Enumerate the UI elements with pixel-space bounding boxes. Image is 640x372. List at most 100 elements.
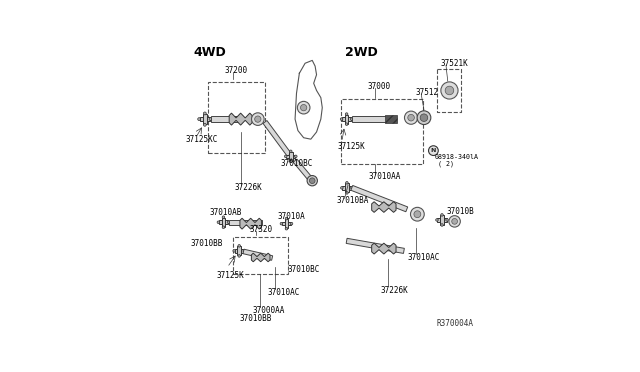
- Polygon shape: [352, 116, 396, 122]
- Text: 37010AC: 37010AC: [408, 253, 440, 262]
- Circle shape: [436, 219, 438, 221]
- Polygon shape: [282, 222, 291, 225]
- Bar: [341, 99, 422, 164]
- Circle shape: [441, 214, 444, 216]
- Circle shape: [340, 187, 343, 189]
- Text: 37010AC: 37010AC: [268, 288, 300, 297]
- Circle shape: [429, 146, 438, 155]
- Polygon shape: [345, 115, 348, 124]
- Text: 37010BB: 37010BB: [191, 239, 223, 248]
- Circle shape: [290, 222, 292, 225]
- Polygon shape: [286, 154, 295, 158]
- Circle shape: [289, 150, 292, 153]
- Circle shape: [294, 155, 297, 158]
- Text: 37521K: 37521K: [440, 59, 468, 68]
- Polygon shape: [289, 152, 292, 161]
- Circle shape: [410, 207, 424, 221]
- Polygon shape: [385, 115, 397, 123]
- Text: 37010BC: 37010BC: [288, 265, 320, 274]
- Text: 37000: 37000: [367, 82, 390, 91]
- Circle shape: [233, 250, 236, 252]
- Circle shape: [351, 187, 353, 189]
- Circle shape: [346, 113, 348, 115]
- Circle shape: [414, 211, 421, 218]
- Circle shape: [227, 221, 230, 224]
- Text: 37226K: 37226K: [235, 183, 262, 192]
- Text: 37125K: 37125K: [337, 142, 365, 151]
- Polygon shape: [372, 202, 396, 212]
- Circle shape: [408, 114, 414, 121]
- Polygon shape: [351, 186, 408, 212]
- Circle shape: [346, 123, 348, 125]
- Text: 37125KC: 37125KC: [186, 135, 218, 144]
- Text: 37010AA: 37010AA: [369, 173, 401, 182]
- Polygon shape: [342, 117, 351, 121]
- Circle shape: [255, 116, 261, 122]
- Polygon shape: [293, 159, 311, 179]
- Polygon shape: [285, 219, 288, 228]
- Circle shape: [204, 124, 206, 126]
- Polygon shape: [342, 186, 351, 190]
- Text: R370004A: R370004A: [436, 318, 473, 328]
- Circle shape: [298, 101, 310, 114]
- Circle shape: [301, 105, 307, 111]
- Text: 37125K: 37125K: [217, 271, 244, 280]
- Circle shape: [289, 160, 292, 163]
- Text: 37010BA: 37010BA: [336, 196, 369, 205]
- Text: 4WD: 4WD: [193, 46, 226, 59]
- Circle shape: [243, 250, 246, 252]
- Circle shape: [452, 218, 458, 224]
- Circle shape: [284, 155, 287, 158]
- Circle shape: [204, 112, 206, 115]
- Text: 37226K: 37226K: [381, 286, 409, 295]
- Circle shape: [350, 118, 353, 121]
- Text: 37000AA: 37000AA: [252, 306, 284, 315]
- Text: N: N: [431, 148, 436, 153]
- Polygon shape: [243, 249, 273, 260]
- Polygon shape: [211, 116, 239, 122]
- Circle shape: [222, 226, 225, 228]
- Circle shape: [346, 182, 348, 184]
- Circle shape: [404, 111, 418, 124]
- Polygon shape: [372, 243, 396, 254]
- Bar: [208, 82, 265, 154]
- Circle shape: [417, 111, 431, 125]
- Circle shape: [445, 86, 454, 95]
- Polygon shape: [237, 246, 241, 256]
- Text: 37010AB: 37010AB: [209, 208, 241, 217]
- Circle shape: [280, 222, 283, 225]
- Polygon shape: [229, 113, 252, 125]
- Circle shape: [217, 221, 220, 224]
- Text: ( 2): ( 2): [438, 161, 454, 167]
- Circle shape: [449, 216, 460, 227]
- Polygon shape: [200, 117, 210, 121]
- Polygon shape: [235, 249, 244, 253]
- Polygon shape: [221, 218, 225, 227]
- Text: 37010A: 37010A: [278, 212, 306, 221]
- Circle shape: [238, 255, 241, 257]
- Circle shape: [309, 178, 315, 183]
- Polygon shape: [345, 183, 349, 192]
- Polygon shape: [203, 114, 207, 124]
- Circle shape: [198, 118, 200, 121]
- Circle shape: [441, 224, 444, 226]
- Circle shape: [285, 217, 288, 220]
- Bar: [234, 237, 288, 274]
- Circle shape: [441, 82, 458, 99]
- Text: 37010BB: 37010BB: [239, 314, 271, 323]
- Circle shape: [252, 113, 264, 125]
- Text: 37010BC: 37010BC: [281, 159, 313, 168]
- Circle shape: [209, 118, 212, 121]
- Text: 37320: 37320: [249, 225, 273, 234]
- Polygon shape: [229, 219, 262, 225]
- Circle shape: [238, 244, 241, 247]
- Circle shape: [222, 216, 225, 218]
- Text: 2WD: 2WD: [345, 46, 378, 59]
- Circle shape: [446, 219, 449, 221]
- Polygon shape: [252, 253, 270, 262]
- Polygon shape: [263, 121, 291, 156]
- Polygon shape: [240, 218, 261, 229]
- Circle shape: [285, 227, 288, 230]
- Text: 37010B: 37010B: [446, 207, 474, 216]
- Circle shape: [346, 192, 348, 194]
